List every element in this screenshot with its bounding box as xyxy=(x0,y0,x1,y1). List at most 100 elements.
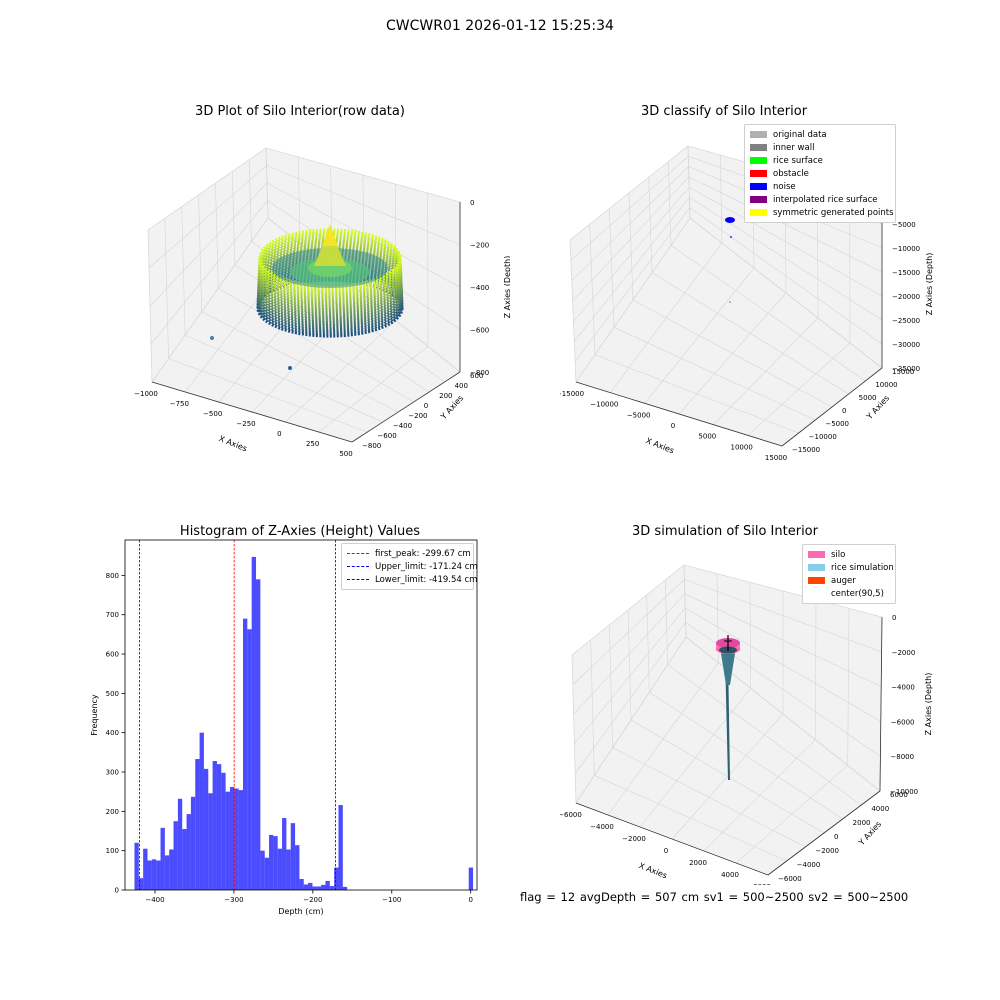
histogram-bars xyxy=(134,556,474,890)
grid-line xyxy=(649,692,843,820)
legend-line-sample xyxy=(347,553,369,554)
grid-line xyxy=(151,217,269,383)
grid-line xyxy=(627,609,632,721)
legend-item: auger xyxy=(808,574,890,587)
legend-label: Upper_limit: -171.24 cm xyxy=(375,561,478,572)
histogram-bar xyxy=(186,814,191,890)
z-tick-label: −5000 xyxy=(892,221,916,229)
legend-item: Upper_limit: -171.24 cm xyxy=(347,560,478,573)
y-tick-label: 200 xyxy=(106,808,119,816)
legend-item: first_peak: -299.67 cm xyxy=(347,547,471,560)
ticks: −400 −300 −200 −100 0 0 100 200 300 400 500 600 700 8… xyxy=(106,572,473,904)
legend-label: rice surface xyxy=(773,155,823,166)
z-tick-label: −2000 xyxy=(892,649,916,657)
grid-line xyxy=(688,186,883,297)
legend-label: inner wall xyxy=(773,142,815,153)
grid-line xyxy=(646,594,650,693)
grid-line xyxy=(609,208,615,328)
histogram-bar xyxy=(303,884,309,890)
y-axis-line xyxy=(767,790,881,876)
z-tick-label: −10000 xyxy=(890,788,918,796)
histogram-bar xyxy=(247,629,252,890)
x-axis-line xyxy=(575,802,769,876)
grid-line xyxy=(185,334,383,423)
histogram-bar xyxy=(308,882,313,890)
grid-line xyxy=(683,564,883,618)
x-tick-label: −500 xyxy=(203,410,222,418)
grid-line xyxy=(573,186,690,322)
grid-line xyxy=(575,636,687,804)
y-axis-label: Frequency xyxy=(90,694,99,736)
legend-item: interpolated rice surface xyxy=(750,193,890,206)
grid-line xyxy=(613,327,816,421)
legend-label: interpolated rice surface xyxy=(773,194,878,205)
histogram-legend: first_peak: -299.67 cm Upper_limit: -171.… xyxy=(341,543,478,590)
grid-line xyxy=(749,582,751,689)
legend-label: silo xyxy=(831,549,846,560)
grid-line xyxy=(571,654,577,804)
histogram-bar xyxy=(256,579,261,890)
grid-line xyxy=(574,197,690,342)
x-tick-label: 10000 xyxy=(731,443,753,451)
histogram-bar xyxy=(195,759,200,890)
grid-line xyxy=(590,639,595,776)
legend-item: original data xyxy=(750,128,890,141)
histogram-bar xyxy=(321,884,326,890)
grid-line xyxy=(285,320,397,423)
x-tick-label: −10000 xyxy=(590,401,618,409)
x-tick-label: −250 xyxy=(236,420,255,428)
grid-line xyxy=(266,165,461,245)
grid-line xyxy=(665,579,668,665)
grid-line xyxy=(573,593,686,715)
z-axis-line xyxy=(879,616,883,792)
histogram-bar xyxy=(468,867,474,890)
classify-3d-title: 3D classify of Silo Interior xyxy=(640,104,808,119)
y-tick-label: −2000 xyxy=(815,847,839,855)
y-tick-label: 6000 xyxy=(890,791,908,799)
grid-line xyxy=(689,217,883,369)
grid-line xyxy=(684,579,882,653)
y-tick-label: 800 xyxy=(106,572,119,580)
z-tick-label: −4000 xyxy=(891,684,915,692)
z-tick-label: 0 xyxy=(892,614,896,622)
histogram-bar xyxy=(169,849,174,890)
y-tick-label: −200 xyxy=(408,412,427,420)
grid-line xyxy=(628,192,634,301)
grid-line xyxy=(148,165,267,269)
x-tick-label: −1000 xyxy=(134,390,158,398)
histogram-bar xyxy=(295,845,300,890)
y-tick-label: 600 xyxy=(106,651,119,659)
x-tick-label: −400 xyxy=(145,896,164,904)
legend-line-sample xyxy=(347,579,369,580)
histogram-bar xyxy=(325,880,330,890)
y-tick-label: −5000 xyxy=(825,420,849,428)
grid-line xyxy=(569,145,689,241)
rice-simulation-cone xyxy=(720,647,736,685)
legend-item: silo xyxy=(808,548,890,561)
histogram-bar xyxy=(225,791,230,890)
noise-point xyxy=(730,236,732,238)
simulation-3d-plot: −6000−4000−20000200040006000−6000−4000−2… xyxy=(560,564,933,885)
grid-line xyxy=(147,147,267,231)
legend-swatch xyxy=(750,209,767,216)
grid-line xyxy=(670,245,866,382)
legend-swatch xyxy=(808,577,825,584)
grid-line xyxy=(632,299,833,408)
grid-line xyxy=(150,200,268,345)
histogram-bar xyxy=(216,764,222,890)
grid-line xyxy=(684,593,882,687)
x-tick-label: −4000 xyxy=(590,823,614,831)
z-axis-label: Z Axies (Depth) xyxy=(924,673,933,736)
grid-line xyxy=(630,719,825,834)
z-tick-label: −20000 xyxy=(892,293,920,301)
legend-swatch xyxy=(750,196,767,203)
grid-line xyxy=(575,217,691,383)
grid-line xyxy=(571,166,689,281)
x-tick-label: −100 xyxy=(382,896,401,904)
simulation-shapes xyxy=(716,635,740,780)
y-tick-label: 10000 xyxy=(875,381,897,389)
histogram-bar xyxy=(277,848,283,890)
x-tick-label: 0 xyxy=(468,896,472,904)
legend-label: first_peak: -299.67 cm xyxy=(375,548,471,559)
histogram-bar xyxy=(242,618,248,890)
